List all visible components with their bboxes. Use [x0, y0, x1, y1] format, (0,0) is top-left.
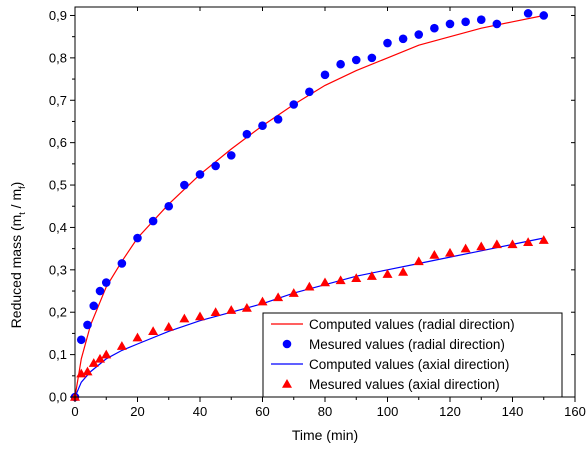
x-axis-label: Time (min)	[292, 427, 358, 443]
data-point	[179, 313, 190, 323]
data-point	[289, 100, 299, 109]
x-tick-label: 140	[502, 404, 524, 419]
data-point	[320, 277, 330, 287]
data-point	[133, 233, 142, 243]
data-point	[445, 247, 455, 257]
data-point	[398, 266, 409, 276]
data-point	[492, 19, 502, 29]
y-tick-label: 0,6	[49, 135, 67, 150]
data-point	[226, 305, 237, 314]
data-point	[507, 239, 518, 249]
data-point	[273, 292, 284, 302]
data-point	[101, 349, 112, 359]
data-point	[83, 320, 92, 330]
data-point	[460, 243, 471, 253]
data-point	[226, 151, 236, 160]
data-point	[88, 358, 99, 367]
y-tick-label: 0,7	[49, 93, 67, 108]
data-point	[211, 161, 220, 171]
y-tick-label: 0,5	[49, 178, 67, 193]
data-point	[163, 322, 174, 331]
data-point	[95, 286, 105, 296]
legend-item: Computed values (radial direction)	[271, 317, 515, 332]
axes: 0 20 40 60 80 100 120 140 160 0,0 0,1 0,2 0,3 0,4 0,5 0…	[49, 6, 586, 419]
legend-label: Mesured values (axial direction)	[309, 377, 500, 392]
legend: Computed values (radial direction) Mesure…	[262, 312, 563, 398]
data-point	[336, 59, 345, 69]
data-point	[305, 87, 314, 97]
data-point	[523, 9, 533, 18]
data-point	[148, 326, 159, 336]
data-point	[304, 281, 315, 291]
data-point	[414, 30, 424, 39]
legend-item: Mesured values (radial direction)	[282, 337, 505, 352]
data-point	[117, 259, 127, 268]
data-point	[523, 237, 534, 247]
data-point	[273, 115, 283, 124]
data-point	[491, 239, 502, 249]
data-point	[429, 249, 440, 259]
legend-label: Mesured values (radial direction)	[309, 337, 505, 352]
x-tick-label: 0	[71, 404, 78, 419]
x-tick-label: 40	[193, 404, 207, 419]
x-tick-label: 20	[130, 404, 144, 419]
data-point	[476, 241, 487, 251]
data-point	[476, 15, 486, 25]
data-point	[398, 34, 408, 44]
data-point	[164, 201, 174, 211]
data-point	[82, 366, 93, 376]
data-point	[195, 311, 205, 321]
data-point	[538, 235, 549, 244]
legend-item: Computed values (axial direction)	[271, 357, 509, 372]
data-point	[242, 129, 252, 139]
legend-label: Computed values (axial direction)	[309, 357, 509, 372]
x-tick-label: 80	[318, 404, 332, 419]
data-point	[367, 53, 377, 63]
data-point	[351, 55, 361, 65]
data-point	[539, 11, 549, 20]
y-tick-label: 0,1	[49, 347, 67, 362]
y-tick-label: 0,9	[49, 8, 67, 23]
y-tick-label: 0,3	[49, 262, 67, 277]
y-tick-label: 0,8	[49, 50, 67, 65]
data-point	[335, 275, 346, 285]
y-axis-label: Reduced mass (mt / mf)	[8, 182, 27, 329]
legend-circle-swatch	[282, 339, 292, 349]
data-point	[351, 273, 362, 283]
y-tick-label: 0,4	[49, 220, 67, 235]
data-point	[101, 278, 111, 287]
data-point	[89, 301, 99, 311]
data-point	[413, 256, 424, 266]
legend-label: Computed values (radial direction)	[309, 317, 515, 332]
x-tick-label: 120	[439, 404, 461, 419]
data-point	[148, 216, 158, 226]
data-point	[320, 70, 330, 80]
legend-box	[262, 312, 563, 398]
data-point	[382, 269, 393, 278]
data-point	[258, 121, 267, 130]
data-point	[366, 271, 377, 280]
data-point	[241, 302, 252, 312]
x-tick-label: 100	[377, 404, 399, 419]
data-point	[180, 180, 189, 190]
data-point	[288, 288, 299, 297]
data-point	[461, 17, 470, 27]
data-point	[383, 38, 392, 48]
x-tick-label: 60	[255, 404, 269, 419]
data-point	[257, 296, 268, 306]
x-tick-label: 160	[564, 404, 586, 419]
y-tick-label: 0,0	[49, 390, 67, 405]
data-point	[445, 19, 455, 29]
y-tick-label: 0,2	[49, 305, 67, 320]
legend-triangle-swatch	[282, 379, 292, 388]
data-point	[195, 170, 205, 179]
data-point	[76, 335, 86, 345]
legend-item: Mesured values (axial direction)	[282, 377, 500, 392]
data-point	[116, 341, 127, 350]
data-point	[132, 332, 143, 342]
data-point	[430, 23, 439, 33]
data-point	[210, 307, 221, 316]
data-point	[95, 353, 105, 363]
